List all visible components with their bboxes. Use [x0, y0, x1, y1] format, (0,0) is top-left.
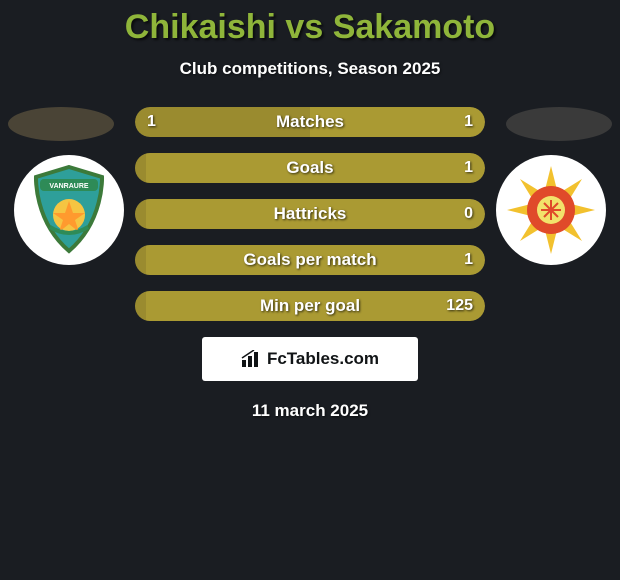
player-right-shadow-ellipse — [506, 107, 612, 141]
title-vs: vs — [285, 8, 323, 46]
stats-bars: Matches11 Goals1 Hattricks0 Goals per match… — [135, 107, 485, 321]
stat-row: Min per goal125 — [135, 291, 485, 321]
team-crest-right — [496, 155, 606, 265]
stat-bar-track — [135, 291, 485, 321]
stat-bar-left-fill — [135, 153, 146, 183]
title-player-right: Sakamoto — [333, 8, 496, 46]
stat-row: Hattricks0 — [135, 199, 485, 229]
sunburst-crest-icon — [505, 164, 597, 256]
stat-bar-track — [135, 153, 485, 183]
brand-text: FcTables.com — [267, 349, 379, 369]
stat-row: Matches11 — [135, 107, 485, 137]
title-player-left: Chikaishi — [125, 8, 276, 46]
footer-date: 11 march 2025 — [0, 401, 620, 421]
team-crest-left: VANRAURE — [14, 155, 124, 265]
stat-bar-left-fill — [135, 245, 146, 275]
stat-bar-right-fill — [146, 291, 486, 321]
stat-bar-right-fill — [310, 107, 485, 137]
page-title: Chikaishi vs Sakamoto — [0, 0, 620, 47]
stat-bar-left-fill — [135, 199, 146, 229]
stat-bar-track — [135, 107, 485, 137]
svg-text:VANRAURE: VANRAURE — [49, 183, 88, 190]
subtitle: Club competitions, Season 2025 — [0, 59, 620, 79]
stat-row: Goals per match1 — [135, 245, 485, 275]
stat-row: Goals1 — [135, 153, 485, 183]
brand-badge: FcTables.com — [202, 337, 418, 381]
stat-bar-right-fill — [146, 153, 486, 183]
stat-bar-right-fill — [146, 199, 486, 229]
stat-bar-right-fill — [146, 245, 486, 275]
stat-bar-track — [135, 199, 485, 229]
stat-bar-left-fill — [135, 291, 146, 321]
stat-bar-left-fill — [135, 107, 310, 137]
comparison-arena: VANRAURE — [0, 107, 620, 321]
bar-chart-icon — [241, 350, 263, 368]
player-left-shadow-ellipse — [8, 107, 114, 141]
shield-crest-icon: VANRAURE — [30, 165, 108, 255]
stat-bar-track — [135, 245, 485, 275]
